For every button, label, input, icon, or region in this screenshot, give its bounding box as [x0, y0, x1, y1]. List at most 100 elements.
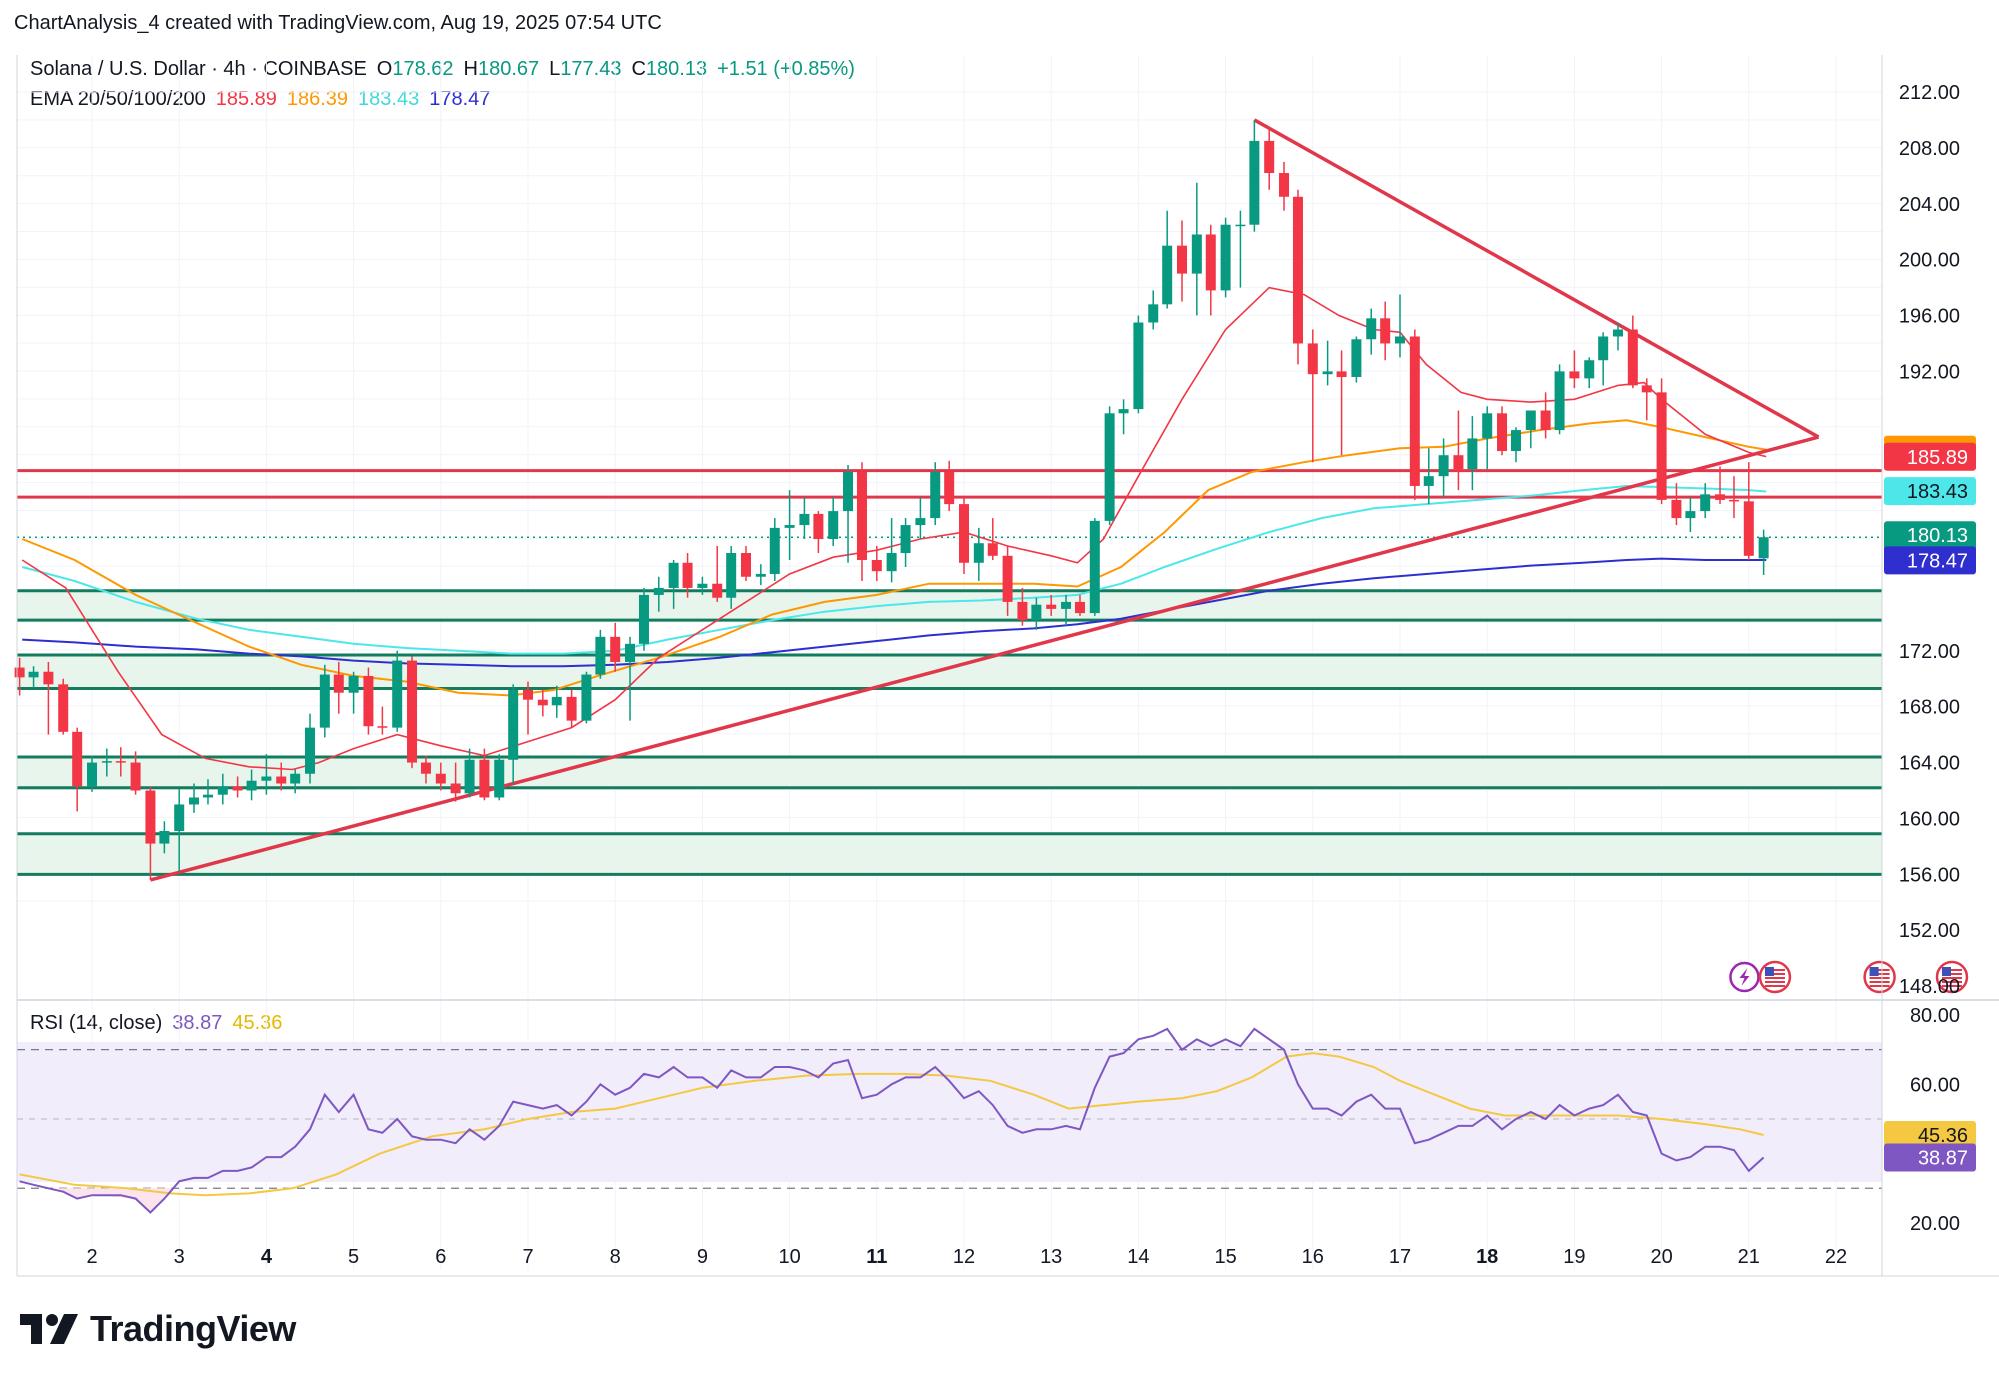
low-value: 177.43: [560, 58, 622, 80]
flag-icon-lightning[interactable]: [1729, 961, 1760, 993]
candle-body: [333, 674, 344, 693]
candle: [769, 518, 780, 581]
candle: [1641, 378, 1652, 421]
time-tick-label: 18: [1476, 1246, 1498, 1268]
candle-body: [1322, 371, 1333, 375]
candle-body: [174, 804, 185, 832]
candle-body: [959, 504, 969, 563]
candle-body: [1728, 499, 1739, 502]
candle-body: [479, 759, 490, 798]
candle-body: [871, 559, 882, 572]
candle: [610, 622, 621, 672]
price-tick-label: 172.00: [1899, 641, 1960, 663]
rsi-label: RSI (14, close): [30, 1012, 163, 1034]
candle: [1307, 329, 1318, 463]
lightning-bolt: [1739, 968, 1750, 986]
candle-body: [1743, 501, 1754, 556]
time-tick-label: 17: [1389, 1246, 1411, 1268]
candle: [1031, 597, 1042, 630]
candle: [668, 559, 679, 609]
candle-body: [1656, 392, 1667, 500]
candle: [435, 762, 446, 791]
candle-body: [435, 773, 446, 784]
price-tick-label: 152.00: [1899, 920, 1960, 942]
time-tick-label: 7: [522, 1246, 533, 1268]
candle-body: [668, 562, 679, 588]
symbol-name[interactable]: Solana / U.S. Dollar · 4h · COINBASE: [30, 58, 367, 80]
candle: [217, 773, 228, 805]
flag-canton: [1941, 967, 1951, 976]
ema20-value: 185.89: [215, 88, 277, 110]
rsi-band-fill: [17, 1042, 1882, 1182]
candle: [1336, 350, 1347, 456]
flag-stripe: [1941, 969, 1962, 971]
candle: [799, 497, 810, 540]
us-flag-icon[interactable]: [1935, 960, 1969, 994]
candle-body: [523, 689, 533, 700]
candle-body: [1177, 245, 1187, 274]
candle: [494, 754, 505, 801]
rsi-line: [19, 1027, 1765, 1214]
tradingview-logo-icon: [20, 1314, 78, 1344]
price-tick-label: 196.00: [1899, 306, 1960, 328]
candle-body: [1249, 140, 1260, 225]
candle-body: [1700, 494, 1711, 512]
us-flag-icon[interactable]: [1863, 960, 1896, 994]
support-zone: [17, 654, 1882, 689]
rsi-legend[interactable]: RSI (14, close) 38.87 45.36: [30, 1012, 282, 1035]
candle-body: [886, 553, 897, 572]
candle: [1089, 518, 1100, 616]
candle: [944, 460, 955, 512]
candle: [290, 769, 301, 794]
candle-body: [944, 471, 955, 505]
time-tick-label: 13: [1040, 1246, 1062, 1268]
candle-body: [1279, 173, 1290, 197]
time-tick-label: 3: [174, 1246, 185, 1268]
candle-body: [1525, 410, 1536, 431]
candle-body: [1162, 245, 1173, 305]
time-tick-label: 2: [86, 1246, 97, 1268]
candle: [479, 748, 490, 801]
candle-body: [202, 794, 213, 798]
candle: [276, 762, 287, 791]
candle-body: [1074, 601, 1085, 614]
candle: [1453, 410, 1464, 491]
tradingview-logo[interactable]: TradingView: [20, 1308, 296, 1350]
candle: [363, 667, 374, 735]
candle: [1177, 220, 1187, 302]
candle-body: [784, 525, 795, 528]
candle: [828, 497, 839, 547]
price-tick-label: 164.00: [1899, 753, 1960, 775]
candle-body: [1453, 455, 1464, 470]
candle-body: [1031, 604, 1042, 621]
candle: [450, 762, 461, 802]
price-tag-label: 180.13: [1907, 525, 1968, 547]
price-tag-label: 178.47: [1907, 550, 1968, 572]
candle: [348, 671, 359, 714]
candle: [1482, 406, 1493, 470]
candle-body: [14, 667, 25, 678]
candle-body: [494, 759, 505, 798]
rsi-tag-label: 45.36: [1918, 1125, 1968, 1147]
candle-body: [1089, 520, 1100, 614]
us-flag-icon[interactable]: [1758, 960, 1792, 994]
flag-stripe: [1869, 969, 1890, 971]
candle-body: [508, 689, 519, 760]
candle: [1017, 587, 1028, 626]
candle: [1235, 210, 1246, 288]
candle-body: [1715, 494, 1726, 500]
flag-stripe: [1869, 985, 1890, 987]
candle: [697, 576, 708, 595]
candle-body: [1133, 322, 1144, 410]
candle: [464, 748, 475, 798]
candle: [377, 706, 388, 735]
candle: [871, 546, 882, 581]
candle: [1046, 594, 1057, 616]
candle: [930, 462, 941, 526]
price-tick-label: 212.00: [1899, 82, 1960, 104]
candle: [145, 786, 156, 880]
ema-legend[interactable]: EMA 20/50/100/200 185.89 186.39 183.43 178.4…: [30, 88, 490, 111]
candle: [28, 666, 39, 689]
candle-body: [1351, 339, 1362, 377]
